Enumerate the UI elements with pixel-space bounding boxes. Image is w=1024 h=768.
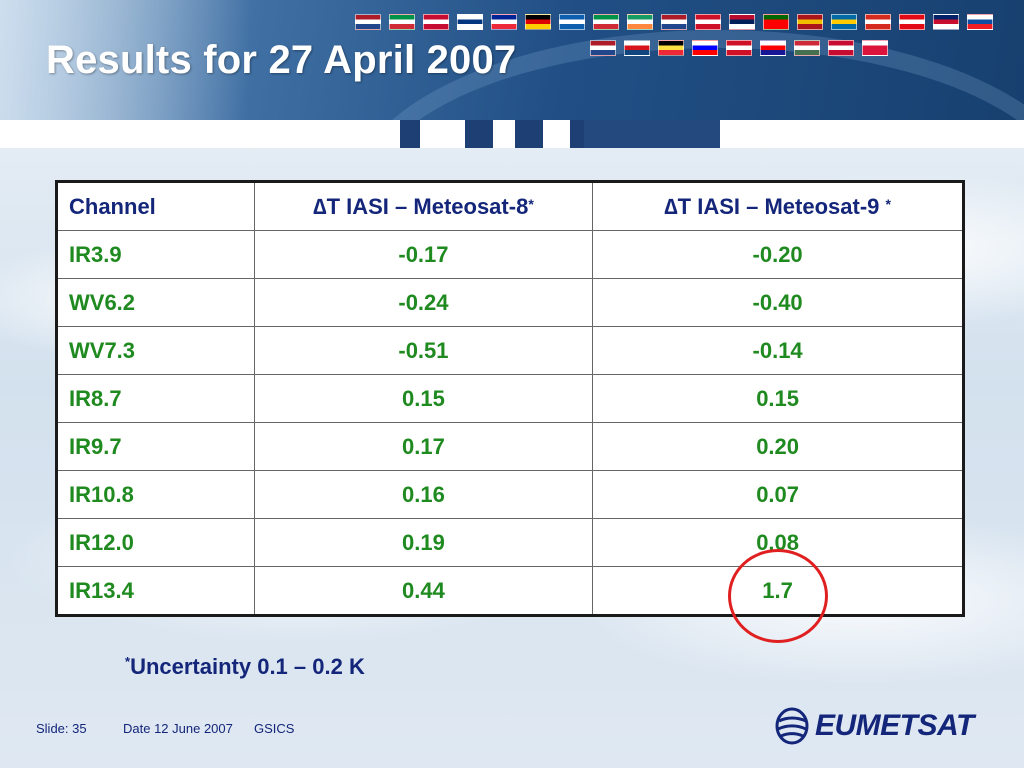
meteosat-8-cell: -0.24 [253,278,594,327]
flag-icon [525,14,551,30]
flag-icon [695,14,721,30]
meteosat-9-cell: 1.7 [592,566,964,616]
meteosat-8-cell: 0.15 [253,374,594,423]
channel-cell: IR12.0 [56,518,255,567]
footer-org: GSICS [254,721,295,736]
meteosat-9-cell: 0.15 [592,374,964,423]
meteosat-9-cell: 0.07 [592,470,964,519]
flag-icon [760,40,786,56]
eumetsat-globe-icon [775,707,809,745]
channel-cell: WV7.3 [56,326,255,375]
flag-icon [933,14,959,30]
flag-icon [457,14,483,30]
flag-icon [967,14,993,30]
header-delta-meteosat-9: ∆T IASI – Meteosat-9 * [592,181,964,231]
meteosat-8-cell: 0.17 [253,422,594,471]
flag-icon [624,40,650,56]
table-row: WV6.2 -0.24 -0.40 [56,278,964,327]
meteosat-8-cell: 0.16 [253,470,594,519]
meteosat-9-cell: 0.20 [592,422,964,471]
uncertainty-note: *Uncertainty 0.1 – 0.2 K [125,654,365,680]
flag-icon [763,14,789,30]
flag-icon [865,14,891,30]
meteosat-8-cell: 0.19 [253,518,594,567]
header-delta-meteosat-8: ∆T IASI – Meteosat-8* [253,181,594,231]
table-row: IR10.8 0.16 0.07 [56,470,964,519]
meteosat-8-cell: 0.44 [253,566,594,616]
flag-icon [491,14,517,30]
header-channel: Channel [56,181,255,231]
flag-icon [593,14,619,30]
logo-text: EUMETSAT [815,709,974,742]
footer-date: Date 12 June 2007 [123,721,233,736]
channel-cell: IR8.7 [56,374,255,423]
table-row: IR9.7 0.17 0.20 [56,422,964,471]
meteosat-8-cell: -0.17 [253,230,594,279]
flag-icon [794,40,820,56]
channel-cell: IR3.9 [56,230,255,279]
note-text: Uncertainty 0.1 – 0.2 K [130,654,365,679]
channel-cell: WV6.2 [56,278,255,327]
page-title: Results for 27 April 2007 [46,38,517,82]
meteosat-8-cell: -0.51 [253,326,594,375]
table-row: IR12.0 0.19 0.08 [56,518,964,567]
flag-icon [692,40,718,56]
table-row: IR3.9 -0.17 -0.20 [56,230,964,279]
flag-icon [797,14,823,30]
flag-icon [423,14,449,30]
flag-icon [627,14,653,30]
flag-icon [831,14,857,30]
flag-icon [862,40,888,56]
flag-icon [559,14,585,30]
table-header-row: Channel ∆T IASI – Meteosat-8* ∆T IASI – … [56,181,964,231]
meteosat-9-cell: -0.14 [592,326,964,375]
eumetsat-logo: EUMETSAT [775,706,974,746]
flag-icon [899,14,925,30]
flag-icon [726,40,752,56]
slide-number: Slide: 35 [36,721,87,736]
channel-cell: IR13.4 [56,566,255,616]
flag-icon [389,14,415,30]
meteosat-9-cell: 0.08 [592,518,964,567]
flag-icon [661,14,687,30]
flag-icon [729,14,755,30]
channel-cell: IR9.7 [56,422,255,471]
results-table: Channel ∆T IASI – Meteosat-8* ∆T IASI – … [55,180,965,617]
table-row: WV7.3 -0.51 -0.14 [56,326,964,375]
flag-icon [355,14,381,30]
table-row: IR13.4 0.44 1.7 [56,566,964,616]
header-banner [0,0,1024,148]
note-mark: * [125,654,131,669]
flag-icon [828,40,854,56]
meteosat-9-cell: -0.20 [592,230,964,279]
channel-cell: IR10.8 [56,470,255,519]
flag-icon [590,40,616,56]
header-band [0,120,1024,148]
table-row: IR8.7 0.15 0.15 [56,374,964,423]
meteosat-9-cell: -0.40 [592,278,964,327]
flag-icon [658,40,684,56]
